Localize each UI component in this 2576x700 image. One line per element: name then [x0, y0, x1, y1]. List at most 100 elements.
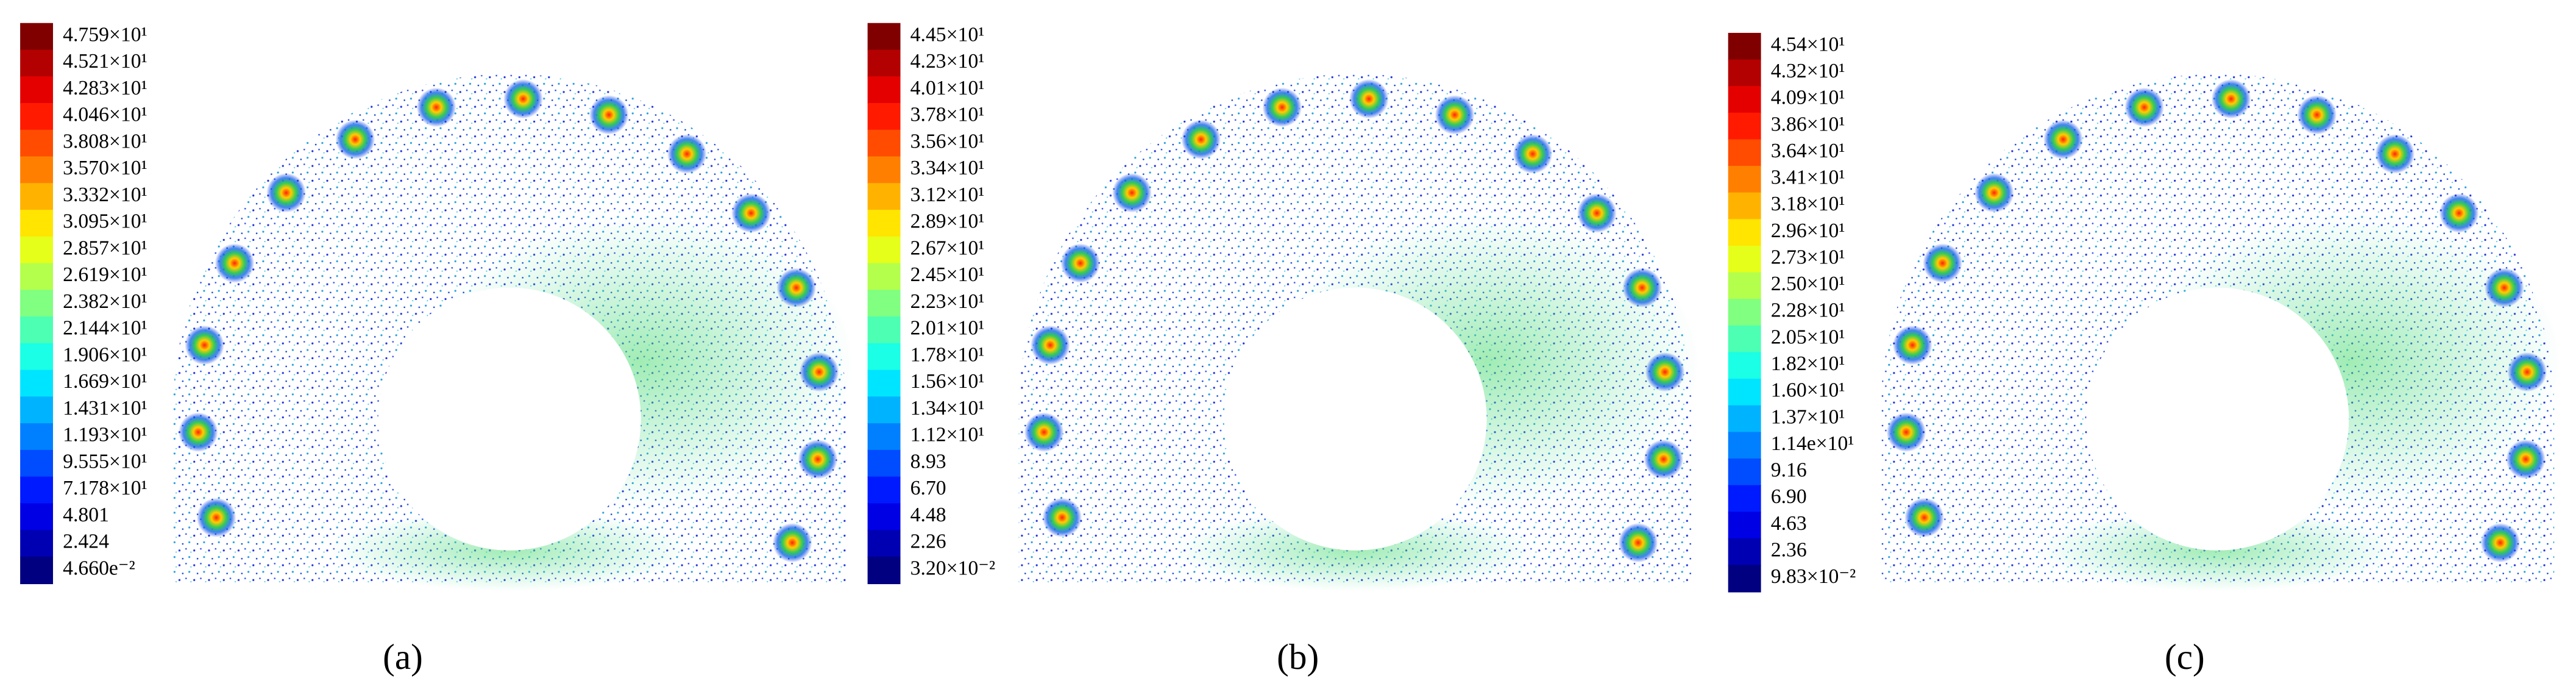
colorbar-label: 4.283×10¹	[63, 77, 147, 99]
tunnel-core	[378, 287, 641, 551]
colorbar-label: 3.86×10¹	[1771, 113, 1845, 135]
colorbar-label: 4.046×10¹	[63, 104, 147, 126]
colorbar-label: 2.45×10¹	[910, 263, 985, 286]
colorbar-label: 4.01×10¹	[910, 77, 985, 99]
colorbar-segment	[867, 183, 901, 211]
colorbar-label: 4.63	[1771, 512, 1807, 535]
colorbar-label: 2.23×10¹	[910, 290, 985, 313]
nozzle	[503, 79, 543, 119]
colorbar-label: 4.660e⁻²	[63, 557, 135, 580]
nozzle	[2439, 193, 2479, 233]
nozzle	[667, 134, 707, 174]
colorbar-segment	[20, 556, 53, 585]
colorbar-segment	[1728, 192, 1761, 220]
colorbar-segment	[1728, 352, 1761, 380]
colorbar-label: 3.570×10¹	[63, 157, 147, 179]
colorbar-segment	[867, 449, 901, 477]
colorbar-label: 4.759×10¹	[63, 23, 147, 46]
colorbar-label: 2.50×10¹	[1771, 273, 1845, 295]
colorbar-label: 8.93	[910, 450, 946, 473]
colorbar-segment	[867, 210, 901, 238]
colorbar-segment	[1728, 405, 1761, 433]
nozzle	[2485, 268, 2524, 308]
colorbar-segment	[20, 210, 53, 238]
colorbar-label: 1.82×10¹	[1771, 352, 1845, 375]
colorbar-label: 9.16	[1771, 459, 1807, 482]
panel-caption: (a)	[383, 637, 423, 677]
colorbar-segment	[867, 103, 901, 131]
colorbar-label: 3.34×10¹	[910, 157, 985, 179]
colorbar-segment	[20, 23, 53, 51]
colorbar-segment	[20, 370, 53, 398]
colorbar-label: 1.906×10¹	[63, 343, 147, 366]
colorbar-segment	[20, 129, 53, 157]
colorbar-label: 9.83×10⁻²	[1771, 565, 1856, 588]
colorbar-label: 1.669×10¹	[63, 370, 147, 393]
colorbar-label: 6.90	[1771, 485, 1807, 508]
colorbar-label: 4.23×10¹	[910, 50, 985, 73]
colorbar-segment	[20, 449, 53, 477]
nozzle	[178, 412, 218, 452]
colorbar-segment	[20, 290, 53, 318]
colorbar-label: 1.431×10¹	[63, 397, 147, 420]
tunnel-core	[1224, 287, 1487, 551]
nozzle	[2506, 439, 2546, 479]
panel-caption: (c)	[2165, 637, 2205, 677]
nozzle	[1024, 412, 1064, 452]
colorbar-segment	[867, 556, 901, 585]
colorbar-segment	[1728, 485, 1761, 513]
nozzle	[1112, 173, 1152, 213]
nozzle	[731, 193, 771, 233]
colorbar-segment	[20, 156, 53, 184]
colorbar-segment	[20, 316, 53, 345]
colorbar-label: 2.144×10¹	[63, 317, 147, 340]
colorbar-segment	[20, 263, 53, 291]
nozzle	[1886, 412, 1926, 452]
colorbar-label: 3.78×10¹	[910, 104, 985, 126]
colorbar-segment	[1728, 432, 1761, 460]
colorbar-segment	[1728, 272, 1761, 300]
colorbar-segment	[867, 23, 901, 51]
nozzle	[266, 173, 306, 213]
colorbar-segment	[1728, 59, 1761, 87]
colorbar-label: 4.54×10¹	[1771, 33, 1845, 55]
colorbar-label: 9.555×10¹	[63, 450, 147, 473]
colorbar-segment	[1728, 245, 1761, 273]
colorbar-label: 2.619×10¹	[63, 263, 147, 286]
colorbar-segment	[1728, 538, 1761, 566]
nozzle	[1618, 523, 1658, 563]
colorbar-segment	[1728, 325, 1761, 353]
colorbar-label: 4.45×10¹	[910, 23, 985, 46]
panel-caption: (b)	[1277, 637, 1319, 677]
nozzle	[1513, 134, 1553, 174]
colorbar-segment	[20, 183, 53, 211]
nozzle	[1645, 352, 1685, 392]
colorbar-label: 1.56×10¹	[910, 370, 985, 393]
colorbar-segment	[867, 530, 901, 558]
colorbar-segment	[20, 476, 53, 504]
nozzle	[2297, 95, 2337, 135]
nozzle	[1577, 193, 1617, 233]
nozzle	[1644, 439, 1684, 479]
nozzle	[2375, 134, 2415, 174]
colorbar-segment	[1728, 219, 1761, 247]
nozzle	[2124, 87, 2164, 127]
colorbar-label: 1.37×10¹	[1771, 405, 1845, 428]
colorbar-label: 2.424	[63, 530, 109, 553]
nozzle	[416, 87, 456, 127]
colorbar-segment	[20, 49, 53, 77]
nozzle	[1435, 95, 1475, 135]
colorbar-label: 2.05×10¹	[1771, 326, 1845, 348]
nozzle	[2211, 79, 2251, 119]
colorbar-segment	[1728, 512, 1761, 540]
colorbar-segment	[867, 156, 901, 184]
nozzle	[776, 268, 817, 308]
colorbar-label: 2.89×10¹	[910, 210, 985, 233]
nozzle	[1974, 173, 2014, 213]
panel: 4.54×10¹ 4.32×10¹ 4.09×10¹ 3.86×10¹ 3.64×10¹…	[1728, 32, 2563, 677]
colorbar-segment	[1728, 458, 1761, 486]
colorbar-label: 4.48	[910, 504, 946, 526]
nozzle	[772, 523, 812, 563]
colorbar-segment	[1728, 166, 1761, 194]
